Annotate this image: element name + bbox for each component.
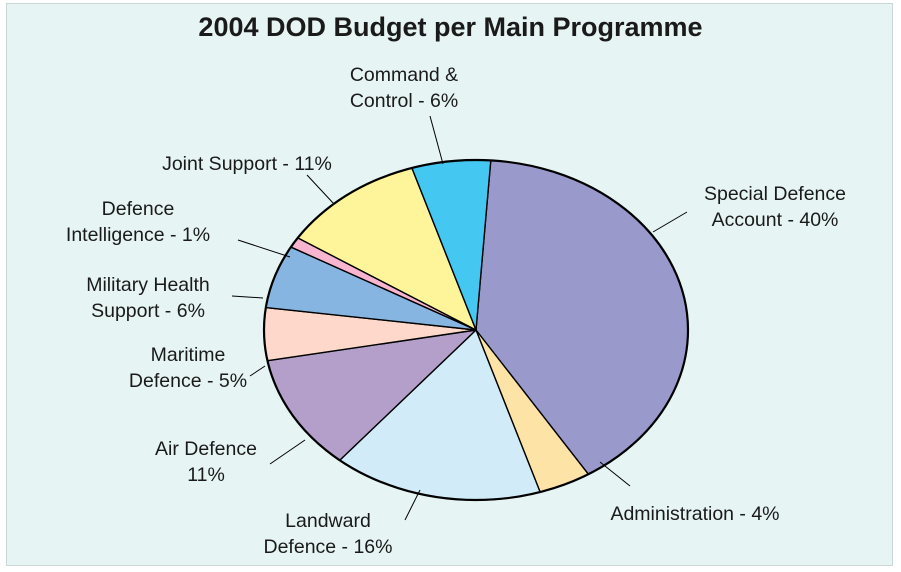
slice-label-line: Defence - 16% (264, 536, 393, 558)
slice-label-line: Military Health (86, 274, 210, 296)
slice-label-line: Control - 6% (350, 90, 458, 112)
pie-slices (262, 158, 690, 502)
slice-label-line: Support - 6% (91, 300, 205, 322)
leader-line-5 (231, 295, 264, 299)
leader-line-7 (306, 174, 335, 205)
chart-title: 2004 DOD Budget per Main Programme (198, 12, 703, 42)
leader-line-1 (599, 461, 631, 487)
leader-lines (231, 115, 688, 521)
leader-line-4 (249, 365, 266, 377)
slice-label-line: 11% (187, 464, 225, 486)
slice-labels: Special Defence Account - 40% Administrati… (66, 64, 846, 558)
slice-label-6: Defence Intelligence - 1% (66, 198, 210, 246)
slice-label-4: Maritime Defence - 5% (129, 344, 247, 392)
slice-label-line: Air Defence (155, 438, 257, 460)
slice-label-line: Intelligence - 1% (66, 224, 210, 246)
slice-label-7: Joint Support - 11% (162, 153, 332, 175)
slice-label-5: Military Health Support - 6% (86, 274, 210, 322)
slice-label-3: Air Defence 11% (155, 438, 257, 486)
slice-label-line: Defence - 5% (129, 370, 247, 392)
leader-line-0 (652, 211, 688, 233)
leader-line-2 (404, 489, 421, 521)
slice-label-2: Landward Defence - 16% (264, 510, 393, 558)
leader-line-6 (237, 239, 291, 258)
slice-label-line: Special Defence (704, 183, 846, 205)
leader-line-8 (429, 115, 444, 165)
slice-label-line: Command & (350, 64, 458, 86)
slice-label-line: Joint Support - 11% (162, 153, 332, 175)
slice-label-line: Maritime (151, 344, 226, 366)
slice-label-line: Account - 40% (712, 209, 839, 231)
slice-label-1: Administration - 4% (610, 503, 779, 525)
slice-label-line: Administration - 4% (610, 503, 779, 525)
slice-label-8: Command & Control - 6% (350, 64, 458, 112)
slice-label-0: Special Defence Account - 40% (704, 183, 846, 231)
slice-label-line: Landward (285, 510, 371, 532)
leader-line-3 (269, 439, 306, 465)
pie-outline (262, 158, 690, 502)
slice-label-line: Defence (102, 198, 175, 220)
